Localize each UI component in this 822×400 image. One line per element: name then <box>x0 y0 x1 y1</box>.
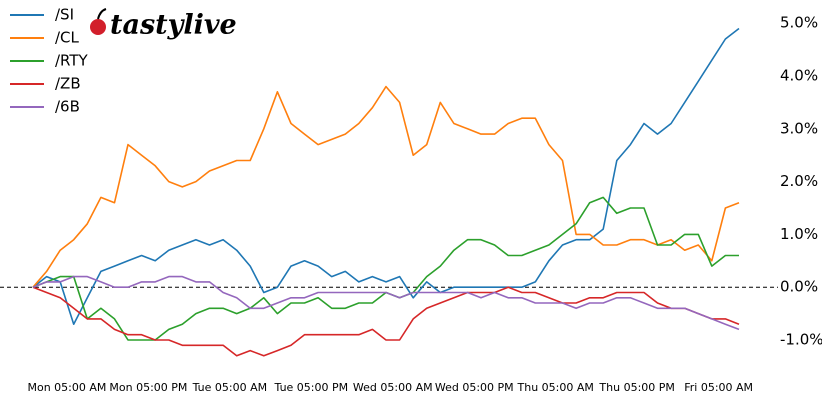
y-tick-label: 5.0% <box>780 14 818 32</box>
x-tick-label: Tue 05:00 PM <box>274 381 349 394</box>
x-tick-label: Mon 05:00 PM <box>109 381 187 394</box>
x-tick-label: Thu 05:00 PM <box>598 381 674 394</box>
legend-label: /RTY <box>55 52 89 70</box>
series-line <box>32 27 740 325</box>
x-tick-label: Wed 05:00 AM <box>353 381 433 394</box>
series-line <box>32 275 740 331</box>
y-tick-label: 4.0% <box>780 67 818 85</box>
logo-stem <box>97 8 107 20</box>
y-tick-label: 2.0% <box>780 172 818 190</box>
x-tick-label: Mon 05:00 AM <box>27 381 106 394</box>
logo: tastylive <box>90 8 237 41</box>
series-line <box>32 196 739 341</box>
legend-label: /ZB <box>55 75 81 93</box>
legend-label: /SI <box>55 6 74 24</box>
x-tick-label: Tue 05:00 AM <box>192 381 268 394</box>
series-line <box>32 286 740 357</box>
y-tick-label: 1.0% <box>780 225 818 243</box>
legend-label: /6B <box>55 98 80 116</box>
series-line <box>32 85 740 288</box>
y-tick-label: -1.0% <box>780 331 822 349</box>
x-tick-label: Fri 05:00 AM <box>684 381 753 394</box>
x-tick-label: Wed 05:00 PM <box>435 381 514 394</box>
logo-icon <box>90 19 106 35</box>
x-tick-label: Thu 05:00 AM <box>517 381 594 394</box>
legend-label: /CL <box>55 29 80 47</box>
logo-text: tastylive <box>110 10 237 41</box>
y-tick-label: 0.0% <box>780 278 818 296</box>
y-tick-label: 3.0% <box>780 119 818 137</box>
